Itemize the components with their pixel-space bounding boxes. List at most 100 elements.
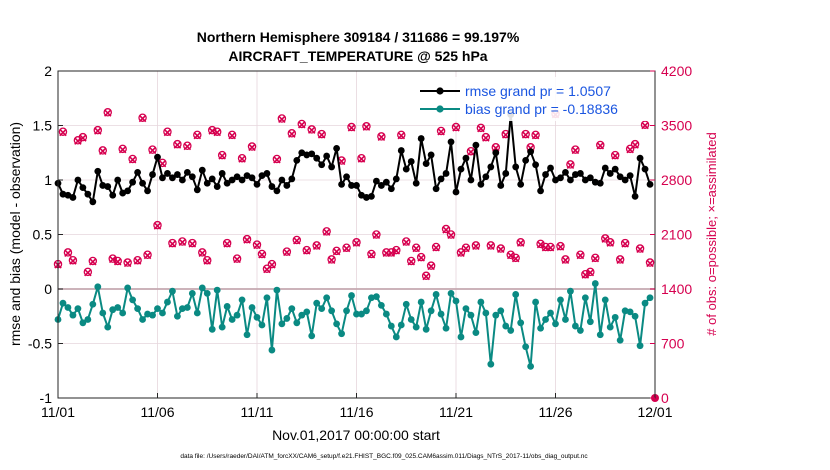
rmse-point [154,153,161,161]
bias-point [333,320,340,328]
possible-obs-marker [411,243,421,252]
bias-point [293,319,301,327]
possible-obs-marker [352,238,361,247]
bias-point [537,324,544,332]
possible-obs-marker [596,140,605,150]
bias-point [348,292,355,299]
rmse-point [248,174,256,182]
bias-point [308,332,316,340]
rmse-point [94,167,102,175]
x-axis-label: Nov.01,2017 00:00:00 start [272,427,440,443]
bias-point [626,308,634,316]
rmse-point [223,179,231,187]
assimilated-obs-marker [521,131,530,139]
possible-obs-marker [625,144,635,154]
bias-point [422,325,430,333]
data-file-footnote: data file: /Users/raeder/DAI/ATM_forcXX/… [180,453,588,460]
assimilated-obs-marker [392,247,401,255]
assimilated-obs-marker [566,161,575,169]
rmse-point [134,168,142,176]
bias-point [159,309,166,317]
rmse-point [208,175,216,183]
rmse-point [467,176,475,184]
bias-point [477,298,485,306]
rmse-point [462,154,470,162]
legend-rmse-marker [436,87,444,95]
y-tick-label: 0 [44,281,52,297]
y-tick-label: 0.5 [33,227,53,243]
bias-point [363,307,370,315]
possible-obs-marker [476,123,486,133]
rmse-point [178,176,186,184]
rmse-point [377,182,385,189]
rmse-point [447,138,455,146]
assimilated-obs-marker [223,240,231,248]
rmse-point [631,192,639,200]
rmse-point [626,172,634,180]
assimilated-obs-marker [631,141,639,149]
rmse-point [407,158,415,165]
rmse-point [79,184,87,192]
assimilated-obs-marker [133,257,142,265]
possible-obs-marker [68,255,78,265]
bias-point [532,298,539,306]
bias-point [104,323,112,331]
bias-point [203,289,211,297]
possible-obs-marker [610,150,620,160]
possible-obs-marker [217,150,227,160]
rmse-point [69,194,77,201]
rmse-point [537,187,544,195]
rmse-point [183,168,191,176]
rmse-point [313,154,321,162]
possible-obs-marker [640,120,650,129]
assimilated-obs-marker [238,155,246,163]
bias-point [472,329,480,336]
assimilated-obs-marker [447,231,455,240]
possible-obs-marker [332,246,341,256]
rmse-point [402,165,410,173]
assimilated-obs-marker [183,142,192,151]
bias-point [193,309,201,317]
bias-point [467,311,475,319]
possible-obs-marker [312,241,321,250]
assimilated-obs-marker [103,109,112,117]
bias-point [273,286,281,294]
possible-obs-marker [446,230,456,239]
rmse-point [611,165,619,173]
assimilated-obs-marker [173,141,182,149]
bias-point [522,343,530,351]
rmse-point [482,173,490,181]
rmse-point [109,191,117,199]
x-tick-label: 11/26 [539,404,573,420]
rmse-point [74,176,82,184]
possible-obs-marker [426,261,436,270]
rmse-point [318,161,326,169]
possible-obs-marker [421,271,431,281]
legend-rmse-label: rmse grand pr = 1.0507 [465,83,611,99]
possible-obs-marker [481,132,491,142]
bias-point [323,294,331,302]
possible-obs-marker [377,132,386,141]
possible-obs-marker [406,256,416,266]
rmse-point [104,183,112,190]
possible-obs-marker [307,125,316,134]
bias-point [183,304,191,311]
rmse-point [348,182,355,189]
rmse-point [164,170,171,177]
possible-obs-marker [297,119,307,129]
bias-point [512,291,520,298]
rmse-point [253,180,261,188]
y-right-axis-ticks: 0 700 1400 2100 2800 3500 4200 [650,63,692,406]
assimilated-obs-marker [188,240,197,248]
possible-obs-marker [546,242,555,252]
possible-obs-marker [212,127,222,136]
rmse-point [323,152,331,160]
bias-point [447,289,455,297]
bias-point [562,316,569,323]
bias-point [397,321,405,329]
assimilated-obs-marker [322,228,331,236]
bias-point [497,307,505,315]
possible-obs-marker [441,224,451,234]
possible-obs-marker [173,139,182,149]
assimilated-obs-marker [258,250,266,259]
